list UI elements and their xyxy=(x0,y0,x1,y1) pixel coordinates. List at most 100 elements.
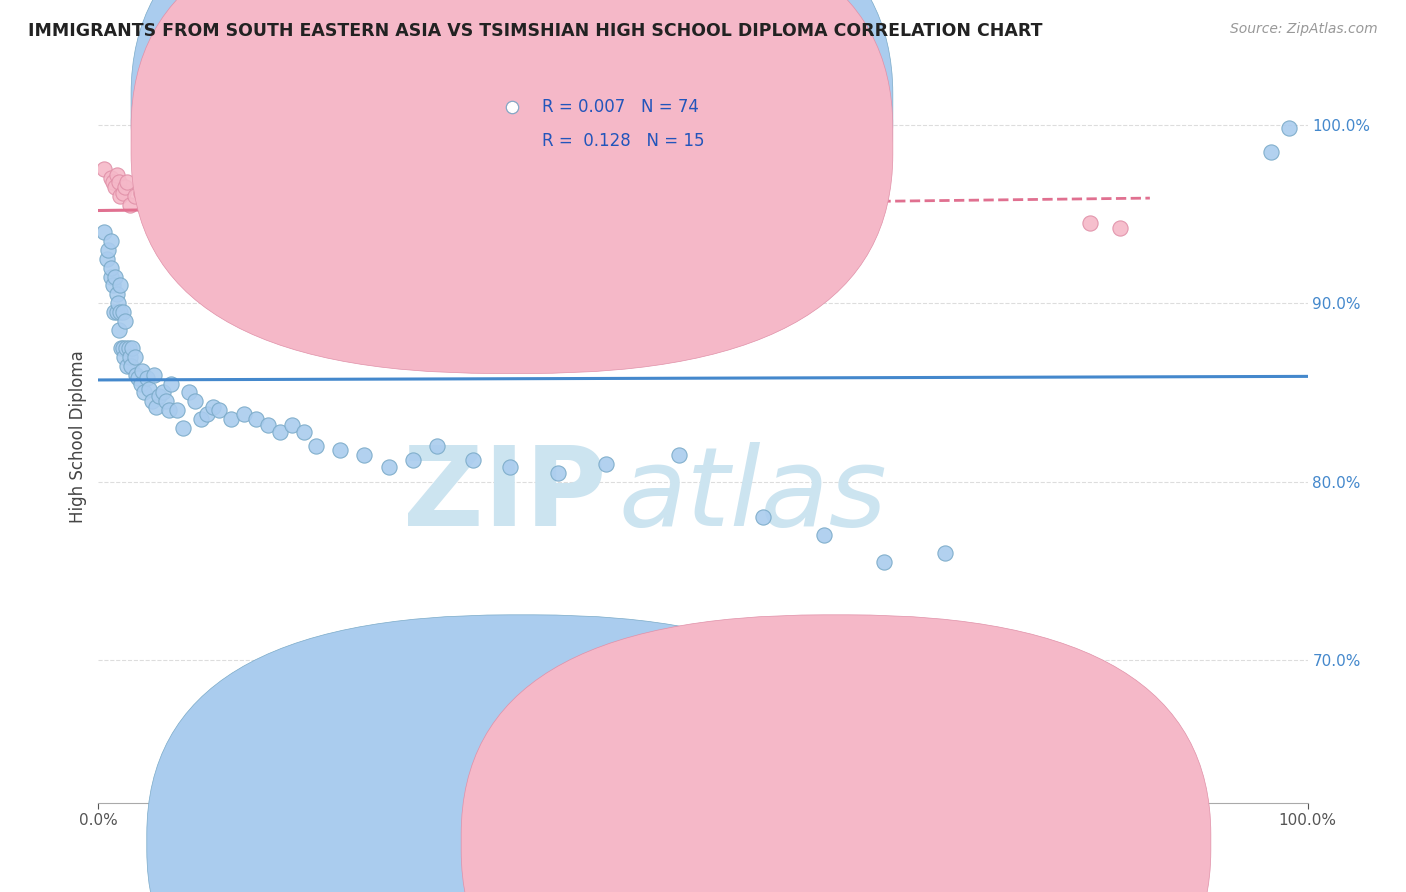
Point xyxy=(96,252,118,266)
FancyBboxPatch shape xyxy=(131,0,893,374)
Text: atlas: atlas xyxy=(619,442,887,549)
Point xyxy=(148,389,170,403)
Point xyxy=(115,341,138,355)
FancyBboxPatch shape xyxy=(461,615,1211,892)
Point xyxy=(107,296,129,310)
Point xyxy=(668,448,690,462)
FancyBboxPatch shape xyxy=(131,0,893,340)
Point xyxy=(138,382,160,396)
Point xyxy=(104,180,127,194)
Point xyxy=(134,385,156,400)
Point xyxy=(118,198,141,212)
Point xyxy=(100,234,122,248)
Point xyxy=(245,412,267,426)
Point xyxy=(131,364,153,378)
Point xyxy=(160,376,183,391)
Text: R =  0.128   N = 15: R = 0.128 N = 15 xyxy=(543,132,704,150)
Point xyxy=(93,225,115,239)
Point xyxy=(377,460,399,475)
Point xyxy=(120,359,142,373)
Point xyxy=(292,425,315,439)
Point xyxy=(157,403,180,417)
Point xyxy=(232,407,254,421)
Point xyxy=(124,189,146,203)
Point xyxy=(813,528,835,542)
Text: Source: ZipAtlas.com: Source: ZipAtlas.com xyxy=(1230,22,1378,37)
Point xyxy=(269,425,291,439)
Point xyxy=(208,403,231,417)
Point xyxy=(184,394,207,409)
Point xyxy=(190,412,212,426)
Point xyxy=(143,368,166,382)
Point xyxy=(104,269,127,284)
Point xyxy=(256,417,278,432)
Point xyxy=(426,439,449,453)
Point xyxy=(934,546,956,560)
Point xyxy=(202,400,225,414)
Point xyxy=(166,403,188,417)
Point xyxy=(152,385,174,400)
Point xyxy=(129,376,152,391)
Point xyxy=(595,457,617,471)
Point xyxy=(179,385,201,400)
Point xyxy=(1078,216,1101,230)
Text: R = 0.007   N = 74: R = 0.007 N = 74 xyxy=(543,98,699,116)
Point xyxy=(124,350,146,364)
Point xyxy=(498,460,520,475)
Point xyxy=(118,341,141,355)
Point xyxy=(172,421,194,435)
Text: Tsimshian: Tsimshian xyxy=(855,835,929,850)
Point xyxy=(117,175,139,189)
Point xyxy=(1278,121,1301,136)
Point xyxy=(97,243,120,257)
Point xyxy=(111,186,134,200)
Point xyxy=(108,278,131,293)
Point xyxy=(1109,221,1132,235)
FancyBboxPatch shape xyxy=(146,615,897,892)
Point xyxy=(305,439,328,453)
Point xyxy=(108,305,131,319)
Point xyxy=(105,168,128,182)
Point xyxy=(353,448,375,462)
Point xyxy=(135,371,157,385)
Point xyxy=(873,555,896,569)
Point xyxy=(145,400,167,414)
Point xyxy=(1260,145,1282,159)
Point xyxy=(110,341,132,355)
Point xyxy=(111,305,134,319)
FancyBboxPatch shape xyxy=(474,82,782,167)
Point xyxy=(221,412,243,426)
Point xyxy=(111,341,134,355)
Point xyxy=(141,394,163,409)
Point xyxy=(114,314,136,328)
Point xyxy=(402,453,425,467)
Point xyxy=(108,323,131,337)
Text: IMMIGRANTS FROM SOUTH EASTERN ASIA VS TSIMSHIAN HIGH SCHOOL DIPLOMA CORRELATION : IMMIGRANTS FROM SOUTH EASTERN ASIA VS TS… xyxy=(28,22,1043,40)
Point xyxy=(100,269,122,284)
Point xyxy=(118,350,141,364)
Point xyxy=(752,510,775,524)
Point xyxy=(100,171,122,186)
Y-axis label: High School Diploma: High School Diploma xyxy=(69,351,87,524)
Point xyxy=(101,278,124,293)
Point xyxy=(127,371,149,385)
Point xyxy=(463,453,485,467)
Point xyxy=(547,466,569,480)
Point xyxy=(112,350,135,364)
Point xyxy=(125,368,148,382)
Text: ZIP: ZIP xyxy=(404,442,606,549)
Point xyxy=(195,407,218,421)
Point xyxy=(114,180,136,194)
Point xyxy=(155,394,177,409)
Point xyxy=(100,260,122,275)
Point xyxy=(117,359,139,373)
Point xyxy=(105,305,128,319)
Point xyxy=(105,287,128,301)
Point xyxy=(103,305,125,319)
Point xyxy=(329,442,352,457)
Point xyxy=(108,189,131,203)
Point xyxy=(281,417,304,432)
Point xyxy=(108,175,131,189)
Point xyxy=(101,175,124,189)
Point xyxy=(93,162,115,177)
